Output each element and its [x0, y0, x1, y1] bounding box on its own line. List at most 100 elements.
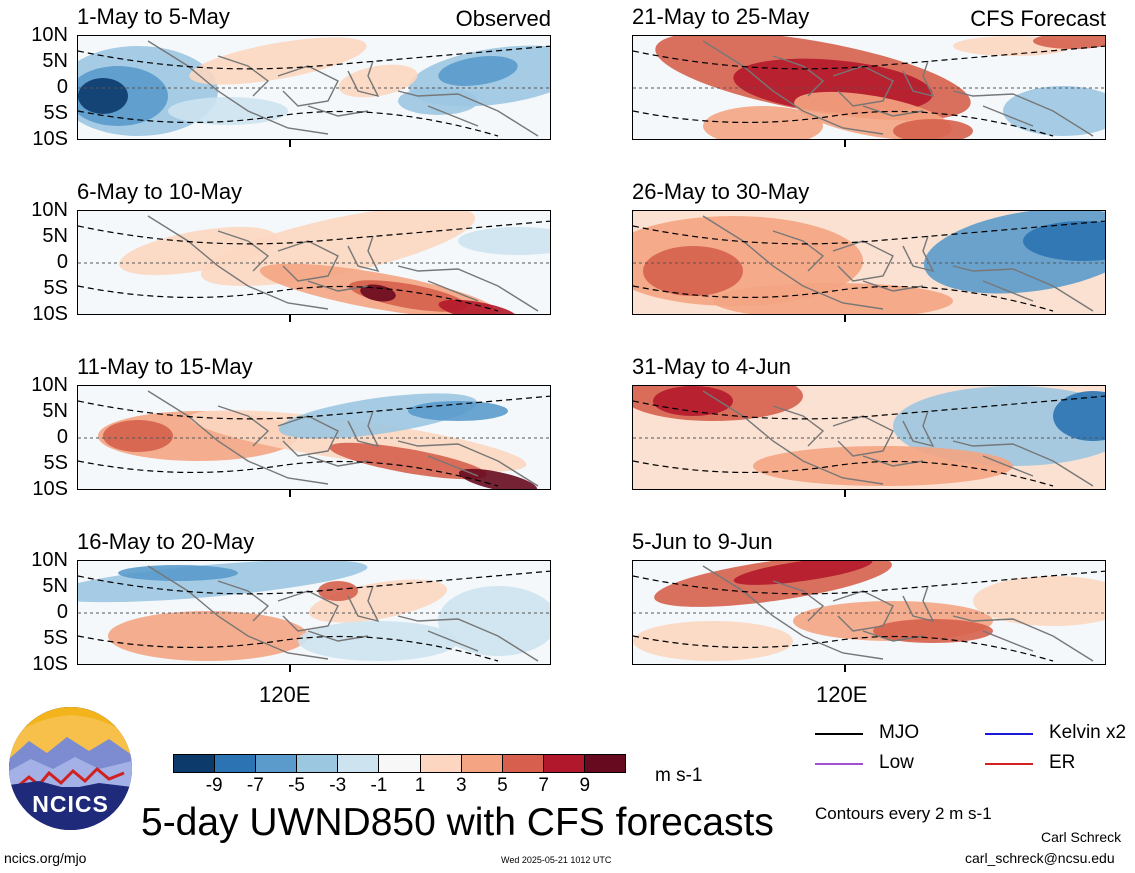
- lat-label: 5S: [43, 277, 68, 299]
- lat-label: 0: [56, 426, 68, 448]
- wind-anomaly-blob: [438, 56, 518, 86]
- coastline: [147, 40, 539, 137]
- map-panel: [77, 385, 551, 490]
- panel-title: 1-May to 5-May: [77, 4, 230, 29]
- colorbar-swatch: [420, 755, 462, 772]
- lat-label: 10S: [32, 478, 68, 500]
- lat-label: 5N: [42, 225, 68, 247]
- wind-anomaly-blob: [753, 446, 1013, 486]
- lat-label: 5N: [42, 400, 68, 422]
- coastline: [147, 565, 539, 662]
- legend-label: ER: [1049, 752, 1076, 773]
- wind-anomaly-blob: [318, 581, 358, 601]
- coastline: [702, 390, 1094, 487]
- colorbar-swatch: [543, 755, 585, 772]
- lat-label: 10S: [32, 128, 68, 150]
- wind-anomaly-blob: [438, 586, 550, 656]
- lat-label: 10S: [32, 303, 68, 325]
- lat-label: 10N: [31, 24, 68, 46]
- wind-anomaly-blob: [189, 37, 367, 85]
- coastline: [147, 390, 539, 487]
- wind-anomaly-blob: [633, 621, 793, 661]
- colorbar-label: -5: [288, 775, 305, 796]
- lat-label: 5N: [42, 50, 68, 72]
- legend-label: Kelvin x2: [1049, 722, 1127, 743]
- wind-anomaly-blob: [1033, 36, 1105, 49]
- ncics-logo: NCICS: [9, 707, 132, 830]
- wind-anomaly-blob: [78, 78, 128, 114]
- colorbar-swatch: [338, 755, 380, 772]
- wind-anomaly-blob: [733, 561, 873, 585]
- wind-anomaly-blob: [338, 64, 418, 98]
- legend-label: MJO: [879, 722, 920, 743]
- panel-title: 11-May to 15-May: [77, 354, 253, 379]
- colorbar-label: 3: [455, 775, 467, 796]
- legend-label: Low: [879, 752, 914, 773]
- lon-tick: [844, 490, 846, 497]
- lat-label: 10N: [31, 199, 68, 221]
- contour-dashed: [633, 45, 1105, 137]
- colorbar-units: m s-1: [655, 765, 703, 786]
- lat-label: 10S: [32, 653, 68, 675]
- wind-anomaly-blob: [1053, 391, 1105, 441]
- lon-tick: [844, 140, 846, 147]
- contour-dashed: [633, 570, 1105, 662]
- contour-dashed: [78, 570, 550, 662]
- lat-label: 5S: [43, 102, 68, 124]
- wind-anomaly-blob: [893, 386, 1105, 466]
- coastline: [702, 565, 1094, 662]
- coastline: [702, 40, 1094, 137]
- logo-text: NCICS: [32, 791, 109, 817]
- colorbar-label: -3: [329, 775, 347, 796]
- lat-label: 10N: [31, 549, 68, 571]
- lon-label: 120E: [259, 682, 311, 707]
- map-panel: [632, 560, 1106, 665]
- colorbar-label: -9: [205, 775, 223, 796]
- contours-note: Contours every 2 m s-1: [815, 804, 992, 823]
- panel-title: 6-May to 10-May: [77, 179, 243, 204]
- wind-anomaly-blob: [893, 119, 973, 139]
- map-panel: [632, 385, 1106, 490]
- wind-anomaly-blob: [438, 299, 518, 314]
- map-panel: [77, 560, 551, 665]
- panel-tag: Observed: [455, 6, 551, 31]
- map-panel: [77, 35, 551, 140]
- contour-dashed: [78, 220, 550, 312]
- colorbar-label: -7: [246, 775, 264, 796]
- wind-anomaly-blob: [298, 621, 458, 661]
- lon-tick: [289, 140, 291, 147]
- legend-line: [815, 733, 863, 735]
- lon-label: 120E: [816, 682, 868, 707]
- panel-title: 5-Jun to 9-Jun: [632, 529, 773, 554]
- map-panel: [632, 35, 1106, 140]
- main-title: 5-day UWND850 with CFS forecasts: [141, 801, 774, 844]
- lat-label: 10N: [31, 374, 68, 396]
- contour-dashed: [78, 45, 550, 137]
- url-text: ncics.org/mjo: [4, 850, 87, 866]
- wind-anomaly-blob: [873, 619, 993, 643]
- lon-tick: [289, 315, 291, 322]
- legend-line: [985, 733, 1033, 735]
- lon-tick: [289, 490, 291, 497]
- legend-line: [985, 763, 1033, 765]
- lat-label: 0: [56, 601, 68, 623]
- contour-dashed: [78, 395, 550, 487]
- panel-title: 31-May to 4-Jun: [632, 354, 791, 379]
- coastline: [702, 215, 1094, 312]
- lon-tick: [289, 665, 291, 672]
- wind-anomaly-blob: [1023, 221, 1105, 261]
- lat-label: 5S: [43, 627, 68, 649]
- colorbar-label: 7: [538, 775, 549, 796]
- lat-label: 0: [56, 251, 68, 273]
- map-panel: [632, 210, 1106, 315]
- wind-anomaly-blob: [308, 579, 448, 623]
- map-panel: [77, 210, 551, 315]
- colorbar-swatch: [174, 755, 216, 772]
- wind-anomaly-blob: [398, 87, 478, 115]
- wind-anomaly-blob: [103, 420, 173, 452]
- lat-label: 0: [56, 76, 68, 98]
- wind-anomaly-blob: [118, 565, 238, 581]
- wind-anomaly-blob: [78, 561, 368, 603]
- colorbar-label: 1: [414, 775, 426, 796]
- colorbar-label: -1: [370, 775, 388, 796]
